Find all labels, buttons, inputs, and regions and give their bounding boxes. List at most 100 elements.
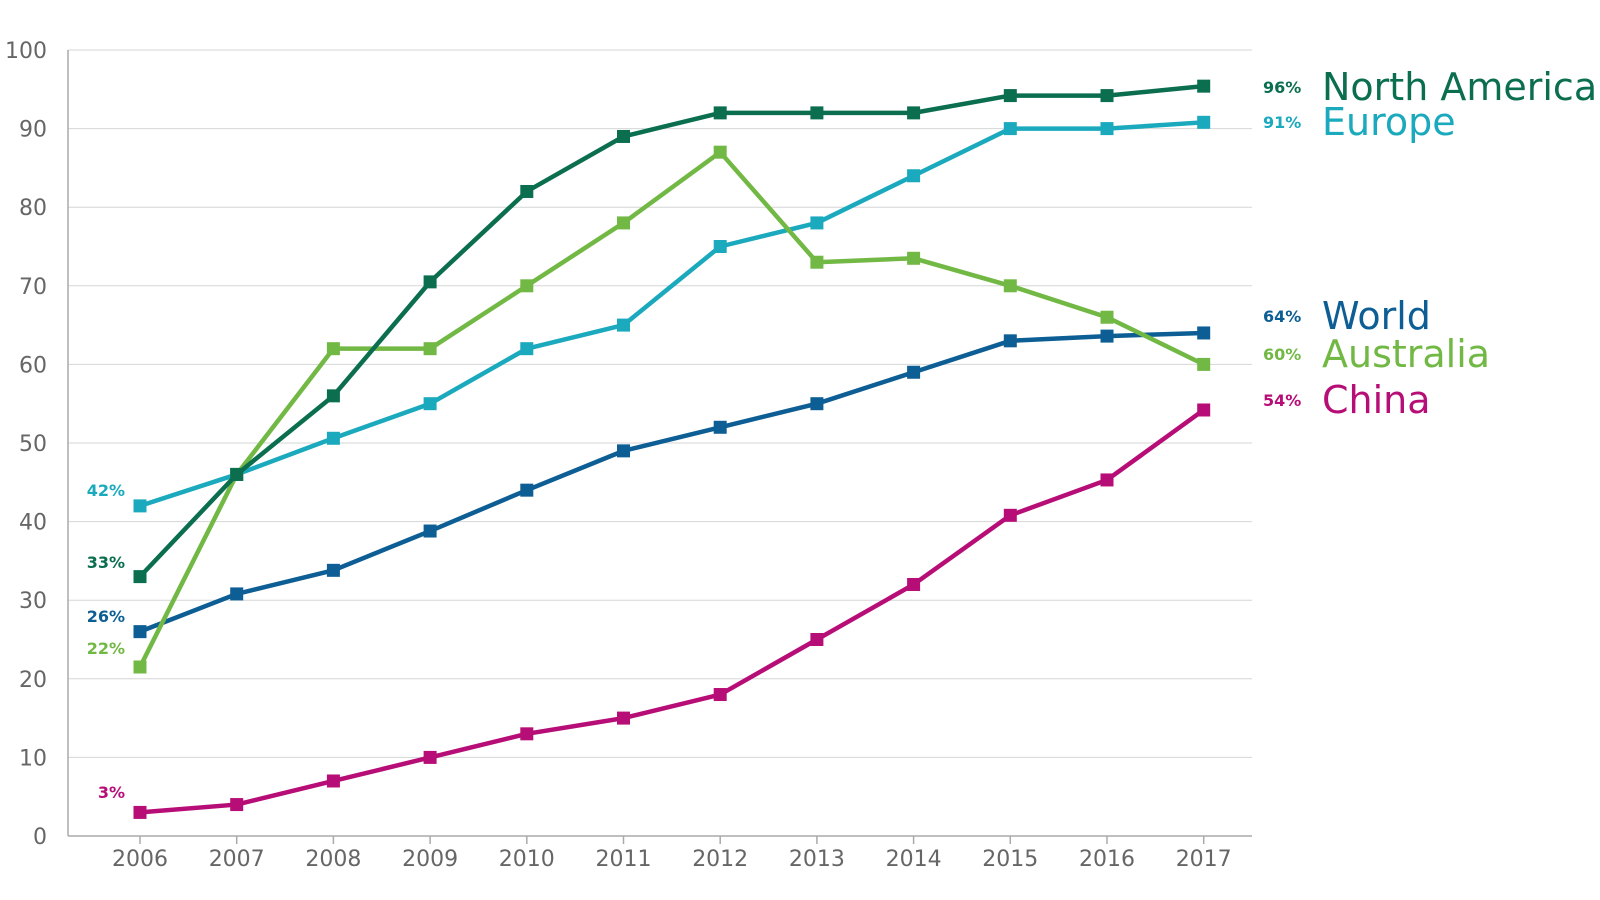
y-tick-label: 50	[19, 432, 47, 457]
series-start-label: 3%	[98, 783, 125, 802]
data-point-marker	[1197, 326, 1211, 340]
series-china	[133, 403, 1211, 819]
y-tick-label: 70	[19, 275, 47, 300]
data-point-marker	[423, 275, 437, 289]
data-point-marker	[617, 216, 630, 230]
series-lines	[133, 79, 1211, 819]
data-point-marker	[907, 106, 921, 120]
series-start-label: 33%	[87, 553, 125, 572]
series-start-label: 22%	[87, 639, 125, 658]
data-point-marker	[520, 342, 534, 356]
data-point-marker	[1003, 508, 1017, 522]
data-point-marker	[230, 798, 244, 812]
data-point-marker	[1100, 329, 1114, 343]
data-point-marker	[1197, 403, 1211, 417]
series-line	[139, 408, 1206, 815]
legend-series-name: Australia	[1322, 332, 1490, 376]
series-north-america	[133, 79, 1211, 584]
data-point-marker	[326, 431, 340, 445]
data-point-marker	[423, 342, 437, 356]
legend-series-name: China	[1322, 378, 1431, 422]
data-point-marker	[326, 563, 340, 577]
data-point-marker	[810, 106, 824, 120]
data-point-marker	[520, 279, 534, 293]
data-point-marker	[326, 389, 340, 403]
x-tick-label: 2016	[1079, 847, 1135, 872]
x-tick-labels: 2006 2007 2008 2009 2010 2011 2012 2013 2014 2015…	[112, 836, 1232, 872]
series-europe	[133, 115, 1211, 513]
series-line	[138, 83, 1204, 579]
data-point-marker	[617, 444, 630, 458]
data-point-marker	[907, 169, 921, 183]
legend-series-name: Europe	[1322, 100, 1456, 144]
data-point-marker	[713, 240, 727, 253]
x-tick-label: 2009	[402, 847, 458, 872]
data-point-marker	[1197, 79, 1211, 93]
data-point-marker	[713, 688, 727, 702]
y-tick-label: 0	[33, 825, 47, 850]
series-end-label: 60%	[1263, 345, 1301, 364]
data-point-marker	[713, 420, 727, 434]
data-point-marker	[520, 184, 534, 198]
data-point-marker	[907, 251, 921, 265]
data-point-marker	[1100, 122, 1114, 136]
x-tick-label: 2014	[886, 847, 942, 872]
data-point-marker	[1197, 357, 1211, 371]
data-point-marker	[1100, 473, 1114, 487]
data-point-marker	[1003, 89, 1017, 103]
data-point-marker	[423, 750, 437, 764]
y-tick-labels: 0 10 20 30 40 50 60 70 80 90 100	[5, 39, 47, 850]
data-point-marker	[423, 397, 437, 411]
data-point-marker	[810, 633, 824, 646]
data-point-marker	[1197, 115, 1211, 129]
gridlines	[68, 49, 1252, 758]
data-point-marker	[423, 524, 437, 538]
series-end-label: 96%	[1263, 78, 1301, 97]
data-point-marker	[713, 106, 727, 120]
series-world	[133, 326, 1211, 639]
data-point-marker	[326, 342, 340, 356]
x-tick-label: 2012	[692, 847, 748, 872]
data-point-marker	[520, 483, 534, 497]
data-point-marker	[907, 365, 921, 379]
series-labels: 33% 96% North America 42% 91% Europe 26% 64% Wor…	[87, 65, 1597, 802]
legend-series-name: North America	[1322, 65, 1597, 109]
data-point-marker	[1100, 310, 1114, 324]
data-point-marker	[133, 660, 147, 674]
data-point-marker	[617, 711, 630, 725]
data-point-marker	[520, 727, 534, 741]
series-end-label: 54%	[1263, 391, 1301, 410]
data-point-marker	[133, 625, 147, 639]
data-point-marker	[230, 587, 244, 601]
y-tick-label: 30	[19, 589, 47, 614]
data-point-marker	[1003, 334, 1017, 348]
data-point-marker	[810, 397, 824, 411]
legend-series-name: World	[1322, 294, 1431, 338]
x-tick-label: 2013	[789, 847, 845, 872]
data-point-marker	[1003, 122, 1017, 136]
data-point-marker	[133, 570, 147, 584]
data-point-marker	[617, 318, 630, 332]
y-tick-label: 10	[19, 746, 47, 771]
data-point-marker	[713, 145, 727, 159]
x-tick-label: 2008	[305, 847, 361, 872]
series-end-label: 91%	[1263, 113, 1301, 132]
data-point-marker	[810, 216, 824, 230]
x-tick-label: 2010	[499, 847, 555, 872]
series-start-label: 42%	[87, 481, 125, 500]
y-tick-label: 80	[19, 196, 47, 221]
y-tick-label: 90	[19, 118, 47, 143]
series-australia	[133, 145, 1211, 674]
data-point-marker	[326, 774, 340, 788]
x-tick-label: 2015	[982, 847, 1038, 872]
series-line	[139, 330, 1204, 634]
data-point-marker	[1003, 279, 1017, 293]
axes	[67, 50, 1252, 837]
y-tick-label: 40	[19, 511, 47, 536]
series-end-label: 64%	[1263, 307, 1301, 326]
data-point-marker	[133, 499, 147, 513]
data-point-marker	[907, 577, 921, 591]
series-line	[139, 120, 1204, 509]
data-point-marker	[1100, 89, 1114, 103]
data-point-marker	[230, 467, 244, 481]
